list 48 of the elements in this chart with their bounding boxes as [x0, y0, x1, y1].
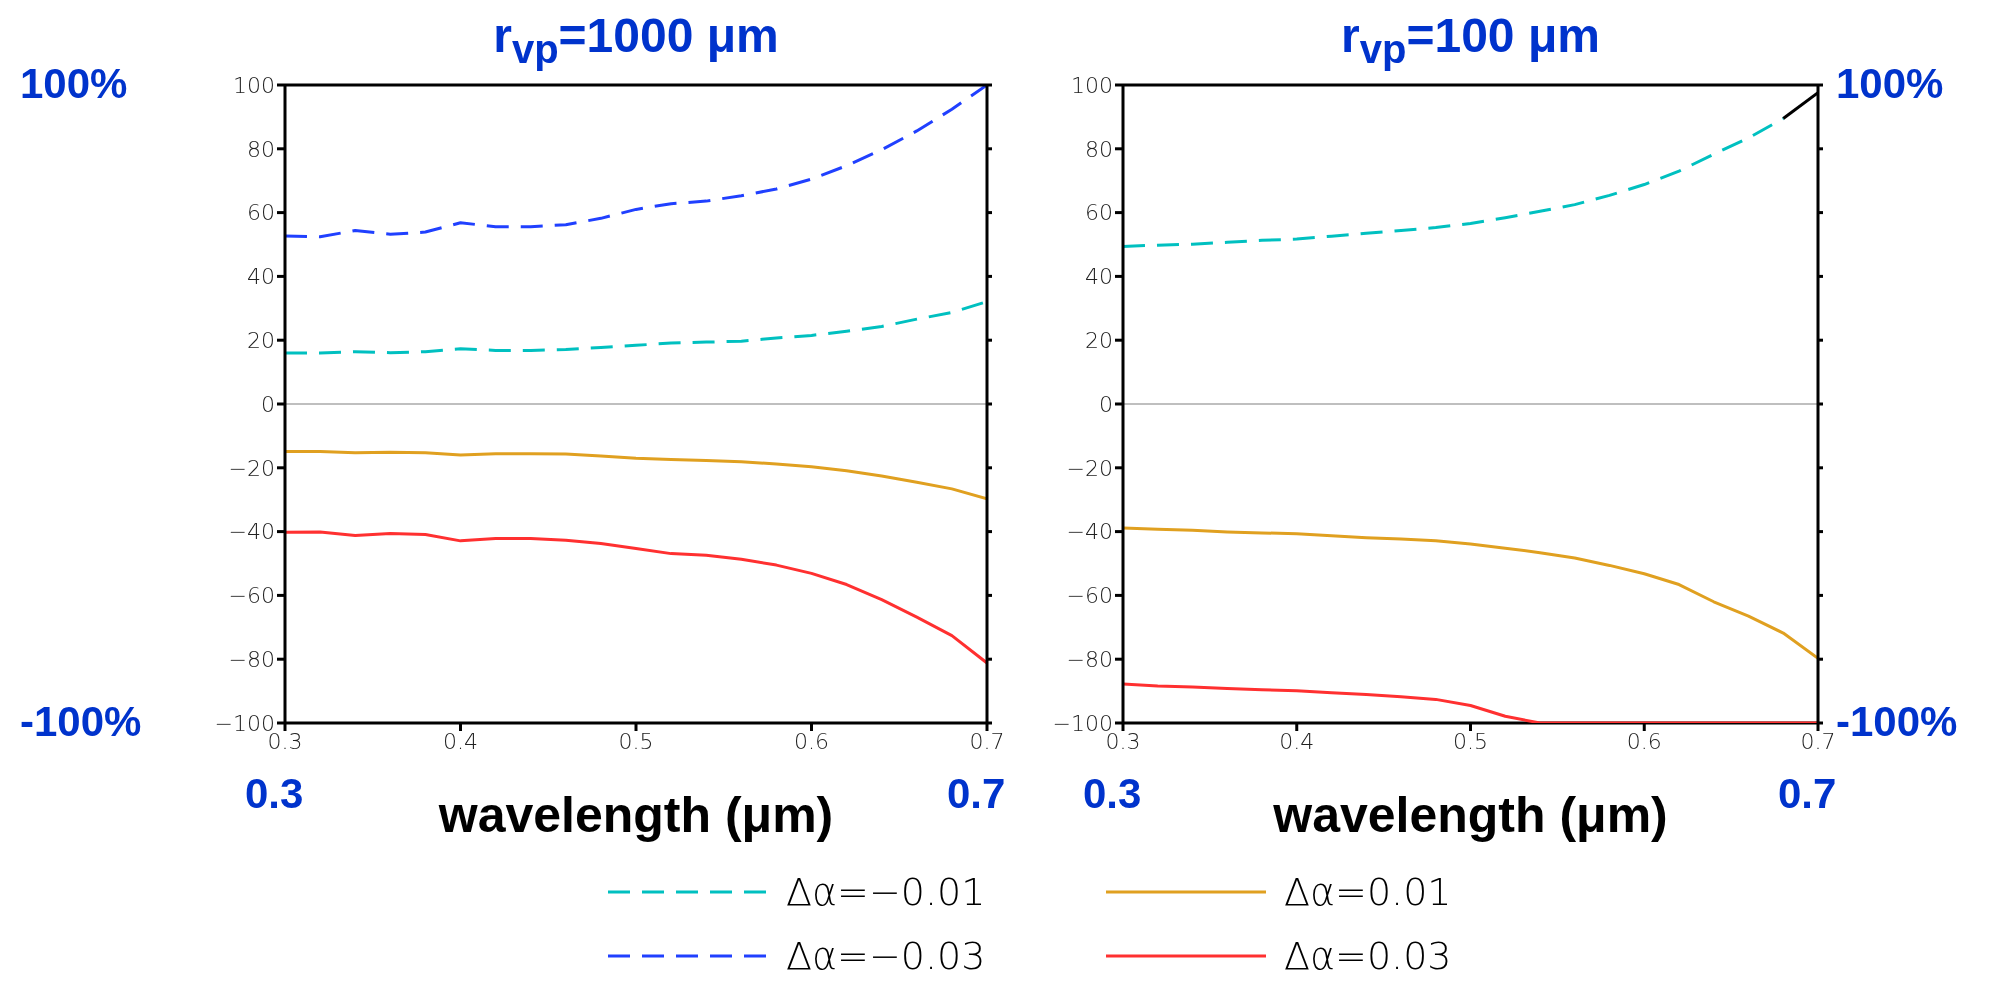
- y-tick-label: 20: [1085, 328, 1113, 354]
- y-tick-label: 80: [1085, 136, 1113, 162]
- x-tick-label: 0.4: [1279, 728, 1315, 754]
- y-tick-label: −40: [228, 519, 275, 545]
- text: 100%: [1836, 60, 1944, 108]
- y-tick-label: 40: [247, 264, 275, 290]
- y-tick-label: 60: [1085, 200, 1113, 226]
- y-tick-label: 20: [247, 328, 275, 354]
- line-series: [1123, 117, 1785, 248]
- y-tick-label: 80: [247, 136, 275, 162]
- line-series: [1123, 526, 1818, 660]
- text: 0.3: [245, 770, 304, 818]
- legend-label: Δα=−0.01: [786, 870, 987, 914]
- x-tick-label: 0.5: [1453, 728, 1488, 754]
- text: 0.7: [947, 770, 1006, 818]
- legend-label: Δα=−0.03: [786, 934, 987, 978]
- line-series: [285, 530, 987, 665]
- y-tick-label: −60: [1066, 583, 1113, 609]
- line-series: [285, 450, 987, 501]
- text: 0.3: [1083, 770, 1142, 818]
- y-tick-label: 100: [233, 72, 275, 98]
- x-tick-label: 0.5: [618, 728, 654, 754]
- y-tick-label: 60: [247, 200, 275, 226]
- text: -100%: [20, 698, 142, 746]
- legend-label: Δα=0.01: [1284, 870, 1453, 914]
- y-tick-label: −60: [228, 583, 275, 609]
- y-tick-label: −80: [228, 647, 275, 673]
- x-tick-label: 0.6: [794, 728, 829, 754]
- y-tick-label: 0: [261, 391, 275, 417]
- x-axis-title: wavelength (μm): [437, 786, 835, 844]
- y-tick-label: −20: [228, 455, 275, 481]
- x-tick-label: 0.7: [969, 728, 1005, 754]
- y-tick-label: −40: [1066, 519, 1113, 545]
- y-tick-label: 100: [1071, 72, 1113, 98]
- x-tick-label: 0.7: [1800, 728, 1836, 754]
- x-tick-label: 0.4: [443, 728, 478, 754]
- x-axis-title: wavelength (μm): [1272, 786, 1669, 844]
- y-tick-label: −20: [1066, 455, 1113, 481]
- x-tick-label: 0.6: [1626, 728, 1662, 754]
- text: -100%: [1836, 698, 1958, 746]
- y-tick-label: 40: [1085, 264, 1113, 290]
- y-tick-label: −80: [1066, 647, 1113, 673]
- text: 0.7: [1778, 770, 1837, 818]
- legend-label: Δα=0.03: [1284, 934, 1453, 978]
- text: 100%: [20, 60, 128, 108]
- chart-title: r$_{vp}$=100 μm: [1340, 8, 1601, 72]
- chart-title: r$_{vp}$=1000 μm: [492, 8, 780, 72]
- y-tick-label: 0: [1099, 391, 1113, 417]
